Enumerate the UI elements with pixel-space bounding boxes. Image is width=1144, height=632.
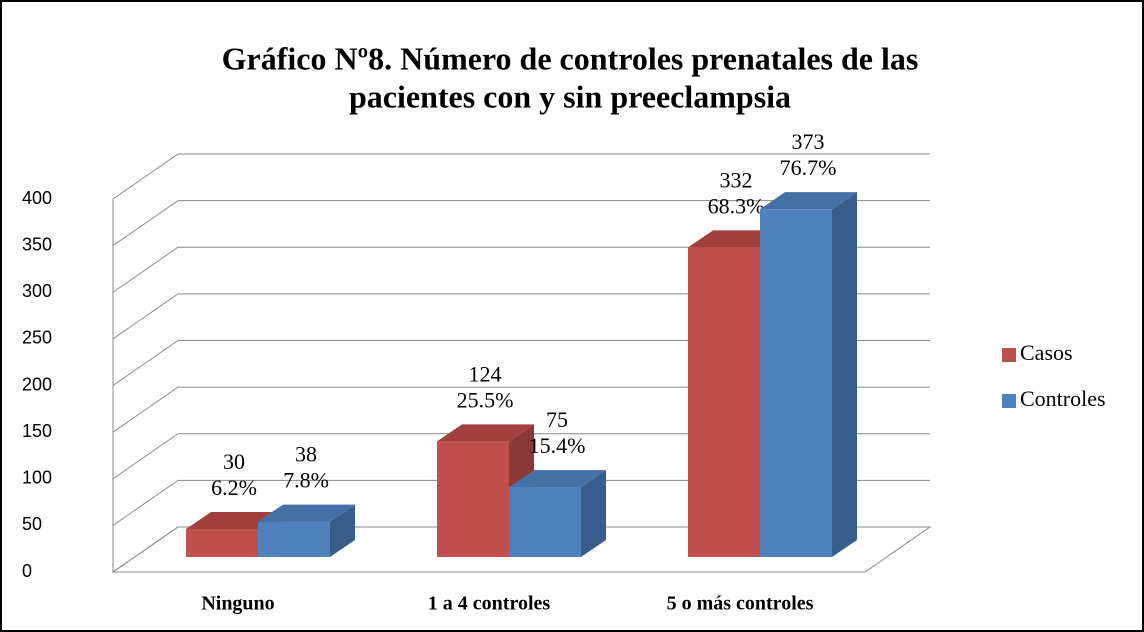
legend-label: Casos: [1020, 340, 1073, 365]
bar-top: [258, 504, 355, 522]
grid-line: [112, 340, 930, 386]
data-label: 25.5%: [457, 387, 514, 412]
grid-line: [112, 526, 930, 573]
y-tick-label: 250: [22, 328, 52, 348]
grid-line: [112, 386, 930, 433]
legend-label: Controles: [1020, 386, 1106, 411]
legend-swatch: [1002, 348, 1016, 362]
chart-title: pacientes con y sin preeclampsia: [349, 78, 791, 114]
bar: [760, 209, 832, 558]
bar: [437, 441, 509, 557]
y-tick-label: 200: [22, 374, 52, 394]
data-label: 6.2%: [211, 475, 257, 500]
bar-side: [330, 504, 355, 557]
y-tick-label: 350: [22, 234, 52, 254]
y-tick-label: 300: [22, 281, 52, 301]
y-tick-label: 150: [22, 421, 52, 441]
data-label: 15.4%: [529, 433, 586, 458]
data-label: 7.8%: [283, 468, 329, 493]
x-tick-label: 1 a 4 controles: [428, 593, 551, 615]
grid-line: [112, 246, 930, 293]
bar-top: [437, 424, 534, 442]
x-tick-label: 5 o más controles: [667, 593, 814, 615]
y-tick-label: 0: [22, 561, 32, 581]
y-tick-label: 400: [22, 188, 52, 208]
bar-top: [760, 192, 857, 210]
bar: [688, 247, 760, 557]
grid-line: [112, 293, 930, 340]
chart-title: Gráfico Nº8. Número de controles prenata…: [222, 40, 919, 76]
data-label: 124: [469, 361, 502, 386]
grid-line: [112, 153, 930, 200]
bar-side: [581, 470, 606, 557]
data-label: 30: [223, 449, 245, 474]
data-label: 75: [546, 407, 568, 432]
grid-line: [112, 433, 930, 480]
grid-line: [112, 200, 930, 247]
y-tick-label: 50: [22, 514, 42, 534]
bar-side: [832, 192, 857, 558]
data-label: 373: [792, 129, 825, 154]
bar: [186, 529, 258, 557]
grid-line: [112, 479, 930, 526]
bar-top: [509, 470, 606, 488]
bar: [258, 521, 330, 557]
bar: [509, 487, 581, 557]
data-label: 68.3%: [708, 193, 765, 218]
x-tick-label: Ninguno: [201, 593, 274, 615]
y-tick-label: 100: [22, 468, 52, 488]
data-label: 332: [720, 167, 753, 192]
data-label: 38: [295, 442, 317, 467]
legend-swatch: [1002, 394, 1016, 408]
data-label: 76.7%: [780, 155, 837, 180]
